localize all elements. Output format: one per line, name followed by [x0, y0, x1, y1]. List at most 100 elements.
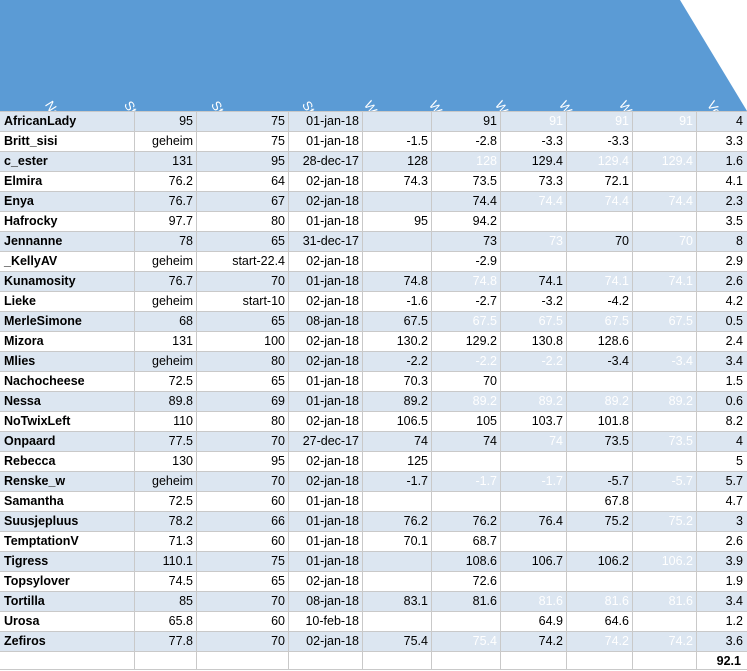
cell-week-11[interactable]: -5.7 [671, 474, 693, 488]
cell-week-11[interactable]: 89.2 [668, 394, 693, 408]
cell-startgewicht[interactable]: 85 [179, 594, 193, 608]
cell-naam[interactable]: Renske_w [4, 474, 66, 488]
cell-week-9[interactable]: 64.6 [604, 614, 629, 628]
cell-week-3[interactable]: 89.2 [403, 394, 428, 408]
cell-verschil[interactable]: 3 [736, 514, 743, 528]
cell-week-3[interactable]: 74.8 [403, 274, 428, 288]
cell-week-3[interactable]: 130.2 [396, 334, 428, 348]
cell-verschil[interactable]: 4 [736, 434, 743, 448]
cell-week-7[interactable]: 130.8 [531, 334, 563, 348]
cell-week-3[interactable]: 125 [407, 454, 428, 468]
cell-naam[interactable]: Onpaard [4, 434, 56, 448]
cell-week-5[interactable]: 73 [483, 234, 497, 248]
cell-verschil[interactable]: 0.6 [725, 394, 743, 408]
cell-week-7[interactable]: -3.3 [541, 134, 563, 148]
cell-startdatum[interactable]: 08-jan-18 [306, 594, 359, 608]
cell-naam[interactable]: Britt_sisi [4, 134, 58, 148]
cell-week-5[interactable]: 128 [476, 154, 497, 168]
cell-verschil[interactable]: 8.2 [725, 414, 743, 428]
cell-week-9[interactable]: 101.8 [597, 414, 629, 428]
cell-verschil[interactable]: 4 [736, 114, 743, 128]
cell-week-9[interactable]: 73.5 [604, 434, 629, 448]
cell-verschil[interactable]: 1.5 [725, 374, 743, 388]
cell-week-7[interactable] [501, 371, 567, 391]
cell-week-5[interactable] [432, 451, 501, 471]
cell-verschil[interactable]: 3.3 [725, 134, 743, 148]
cell-streefgewicht[interactable]: 70 [271, 634, 285, 648]
cell-streefgewicht[interactable]: 80 [271, 354, 285, 368]
cell-week-9[interactable]: 75.2 [604, 514, 629, 528]
cell-week-7[interactable]: -2.2 [541, 354, 563, 368]
cell-week-5[interactable]: -2.9 [475, 254, 497, 268]
cell-naam[interactable]: NoTwixLeft [4, 414, 71, 428]
cell-week-11[interactable]: 91 [679, 114, 693, 128]
cell-week-3[interactable]: 74.3 [403, 174, 428, 188]
cell-week-11[interactable]: 106.2 [661, 554, 693, 568]
cell-week-11[interactable] [633, 171, 697, 191]
cell-naam[interactable]: Kunamosity [4, 274, 76, 288]
cell-startdatum[interactable]: 01-jan-18 [306, 554, 359, 568]
cell-streefgewicht[interactable]: 66 [271, 514, 285, 528]
cell-week-9[interactable]: -5.7 [607, 474, 629, 488]
cell-week-5[interactable]: 129.2 [465, 334, 497, 348]
cell-streefgewicht[interactable]: 100 [264, 334, 285, 348]
cell-startdatum[interactable]: 01-jan-18 [306, 374, 359, 388]
cell-week-11[interactable]: 74.2 [668, 634, 693, 648]
cell-week-11[interactable]: 73.5 [668, 434, 693, 448]
cell-week-3[interactable] [363, 191, 432, 211]
cell-startgewicht[interactable]: 72.5 [168, 494, 193, 508]
cell-week-5[interactable]: -2.7 [475, 294, 497, 308]
cell-week-5[interactable]: 68.7 [472, 534, 497, 548]
cell-startdatum[interactable]: 02-jan-18 [306, 634, 359, 648]
cell-startdatum[interactable]: 02-jan-18 [306, 354, 359, 368]
cell-week-9[interactable]: 91 [615, 114, 629, 128]
cell-week-11[interactable] [633, 211, 697, 231]
cell-streefgewicht[interactable]: 70 [271, 594, 285, 608]
cell-naam[interactable]: Tortilla [4, 594, 45, 608]
cell-week-7[interactable] [501, 451, 567, 471]
cell-week-3[interactable]: 106.5 [396, 414, 428, 428]
cell-naam[interactable]: AfricanLady [4, 114, 77, 128]
cell-week-11[interactable] [633, 371, 697, 391]
cell-streefgewicht[interactable]: 60 [271, 534, 285, 548]
cell-streefgewicht[interactable]: 65 [271, 574, 285, 588]
cell-week-7[interactable]: 74.4 [538, 194, 563, 208]
cell-startgewicht[interactable]: 95 [179, 114, 193, 128]
cell-naam[interactable]: Lieke [4, 294, 36, 308]
cell-startdatum[interactable]: 27-dec-17 [302, 434, 359, 448]
cell-startgewicht[interactable]: 78.2 [168, 514, 193, 528]
cell-streefgewicht[interactable]: start-22.4 [232, 254, 285, 268]
cell-week-3[interactable] [363, 491, 432, 511]
cell-week-7[interactable]: 67.5 [538, 314, 563, 328]
cell-week-9[interactable]: 74.2 [604, 634, 629, 648]
cell-week-7[interactable]: 73 [549, 234, 563, 248]
cell-startdatum[interactable]: 02-jan-18 [306, 174, 359, 188]
cell-startgewicht[interactable]: 72.5 [168, 374, 193, 388]
cell-week-11[interactable] [633, 491, 697, 511]
cell-week-11[interactable] [633, 291, 697, 311]
cell-naam[interactable]: TemptationV [4, 534, 79, 548]
cell-week-7[interactable]: 91 [549, 114, 563, 128]
cell-naam[interactable]: Tigress [4, 554, 49, 568]
cell-naam[interactable]: Topsylover [4, 574, 70, 588]
cell-week-3[interactable] [363, 251, 432, 271]
cell-startdatum[interactable]: 01-jan-18 [306, 514, 359, 528]
cell-week-3[interactable] [363, 111, 432, 131]
cell-verschil[interactable]: 2.3 [725, 194, 743, 208]
cell-naam[interactable]: Suusjepluus [4, 514, 79, 528]
cell-startdatum[interactable]: 10-feb-18 [305, 614, 359, 628]
cell-startdatum[interactable]: 31-dec-17 [302, 234, 359, 248]
cell-week-9[interactable] [567, 211, 633, 231]
cell-week-11[interactable] [633, 611, 697, 631]
cell-startgewicht[interactable]: 76.7 [168, 194, 193, 208]
cell-week-5[interactable]: 91 [483, 114, 497, 128]
cell-streefgewicht[interactable]: start-10 [242, 294, 285, 308]
cell-startgewicht[interactable]: 110.1 [162, 554, 193, 568]
cell-verschil[interactable]: 4.1 [725, 174, 743, 188]
cell-week-3[interactable]: 74 [414, 434, 428, 448]
cell-startgewicht[interactable]: 131 [172, 154, 193, 168]
cell-startgewicht[interactable]: 71.3 [168, 534, 193, 548]
cell-week-5[interactable]: 67.5 [472, 314, 497, 328]
cell-startdatum[interactable]: 08-jan-18 [306, 314, 359, 328]
cell-startdatum[interactable]: 02-jan-18 [306, 294, 359, 308]
